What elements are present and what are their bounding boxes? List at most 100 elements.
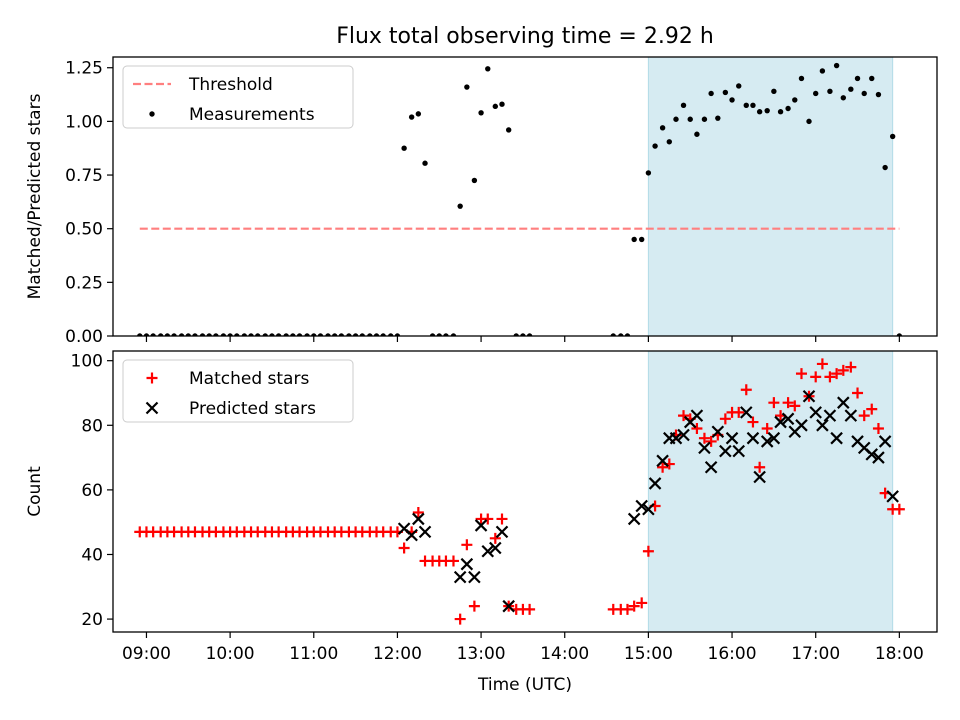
axes-frame [112, 350, 938, 633]
x-tick-label: 11:00 [289, 644, 338, 664]
measurements-point [457, 203, 463, 209]
measurements-point [227, 333, 233, 336]
matched-stars-point [858, 410, 870, 422]
matched-stars-point [789, 400, 801, 412]
y-tick-label: 0.25 [65, 273, 103, 293]
predicted-stars-point [795, 419, 808, 432]
matched-stars-point [831, 368, 843, 380]
matched-stars-point [489, 532, 501, 544]
predicted-stars-point [405, 528, 418, 542]
matched-stars-point [852, 387, 864, 399]
plot-marks [137, 62, 903, 336]
predicted-stars-point [878, 435, 892, 448]
measurements-point [771, 88, 777, 95]
measurements-point [373, 333, 380, 336]
measurements-point [199, 333, 206, 336]
measurements-point [296, 333, 303, 336]
measurements-point [680, 102, 687, 108]
y-tick-label: 0.75 [65, 166, 103, 186]
measurements-point [283, 333, 289, 336]
legend: Threshold Measurements [122, 65, 354, 129]
legend-marker [145, 401, 159, 415]
predicted-stars-point [886, 490, 899, 503]
measurements-point [178, 333, 185, 336]
measurements-point [624, 333, 631, 336]
measurements-point [304, 333, 310, 336]
measurements-point [743, 102, 749, 108]
measurements-point [262, 333, 268, 336]
predicted-stars-point [872, 451, 885, 464]
y-tick-label: 0.00 [65, 327, 103, 347]
legend-marker [146, 372, 158, 384]
measurements-point [143, 333, 150, 336]
matched-stars-point [496, 513, 508, 525]
legend-box [122, 359, 354, 423]
predicted-stars-point [767, 431, 781, 445]
predicted-stars-point [823, 409, 837, 422]
matched-stars-point [698, 432, 710, 444]
measurements-point [234, 333, 240, 336]
predicted-stars-point [412, 512, 425, 526]
measurements-point [722, 89, 729, 96]
predicted-stars-point [690, 409, 704, 422]
matched-stars-point [761, 423, 773, 435]
matched-stars-point [872, 423, 884, 435]
measurements-point [869, 75, 875, 82]
measurements-point [673, 116, 679, 122]
matched-stars-point [747, 416, 759, 428]
matched-stars-point [621, 603, 633, 615]
measurements-point [367, 333, 373, 336]
measurements-point [485, 66, 491, 72]
y-tick-label: 80 [81, 416, 103, 436]
y-tick-label: 1.00 [65, 112, 103, 132]
matched-stars-point [845, 361, 857, 373]
chart-title: Flux total observing time = 2.92 h [336, 24, 714, 49]
measurements-point [401, 145, 407, 151]
predicted-stars-point [627, 512, 641, 526]
plot-marks [134, 358, 905, 625]
x-axis-label: Time (UTC) [477, 675, 572, 695]
measurements-point [157, 333, 164, 336]
x-tick-label: 18:00 [875, 644, 924, 664]
measurements-point [436, 333, 442, 336]
measurements-point [708, 90, 714, 97]
measurements-point [652, 143, 658, 149]
predicted-stars-point [656, 454, 669, 468]
measurements-point [171, 333, 177, 336]
measurements-point [610, 333, 616, 336]
measurements-point [631, 236, 637, 243]
measurements-point [505, 127, 512, 133]
measurements-point [492, 103, 499, 110]
predicted-stars-point [830, 431, 843, 445]
measurements-point [848, 86, 854, 92]
predicted-stars-point [495, 525, 509, 539]
y-tick-label: 0.50 [65, 220, 103, 240]
measurements-point [896, 333, 903, 336]
measurements-point [220, 333, 227, 336]
matched-stars-point [837, 364, 849, 376]
predicted-stars-point [753, 470, 766, 484]
x-tick-label: 16:00 [708, 644, 757, 664]
axes-frame [112, 56, 938, 337]
predicted-stars-point [781, 412, 795, 426]
predicted-stars-point [460, 557, 474, 571]
measurements-point [701, 116, 708, 122]
predicted-stars-point [816, 419, 829, 432]
bottom-panel: 20 40 60 80 100 09:00 10:00 11:00 12:00 13:00 14:0… [25, 350, 938, 695]
measurements-point [450, 333, 457, 336]
predicted-stars-point [719, 444, 732, 458]
measurements-point [380, 333, 386, 336]
measurements-point [764, 107, 770, 114]
measurements-point [840, 95, 847, 101]
measurements-point [394, 333, 401, 336]
measurements-point [827, 88, 833, 95]
measurements-point [185, 333, 191, 336]
measurements-point [192, 333, 198, 336]
matched-stars-point [636, 597, 648, 609]
measurements-point [729, 97, 735, 103]
measurements-point [520, 333, 526, 336]
legend-label: Measurements [189, 105, 315, 125]
predicted-stars-point [844, 409, 858, 422]
measurements-point [806, 118, 812, 125]
